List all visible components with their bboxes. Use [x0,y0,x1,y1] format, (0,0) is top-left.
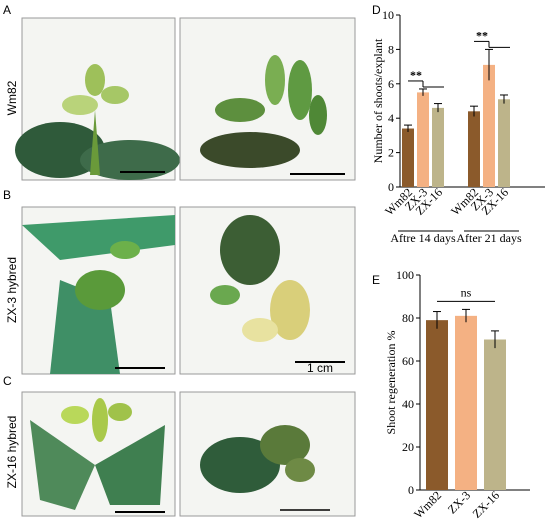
bar [468,111,480,187]
significance: ns [461,285,472,299]
panel-label: C [3,374,12,388]
row-label: ZX-3 hybred [5,257,19,323]
bar [483,64,495,187]
row-label: Wm82 [5,80,19,115]
bar [426,320,448,490]
panel-label: B [3,188,11,202]
y-tick-label: 2 [388,146,394,160]
photo [15,17,180,181]
y-axis-label: Number of shoots/explant [371,38,385,163]
y-tick-label: 0 [408,483,414,497]
y-tick-label: 20 [402,440,414,454]
photo [21,206,176,375]
panel-label: E [372,273,380,287]
y-tick-label: 40 [402,397,414,411]
x-tick-label: ZX-3 [445,488,473,516]
panel-label: D [372,3,381,17]
bar [484,339,506,490]
photo [179,391,356,517]
photo: 1 cm [179,206,356,375]
photo [179,17,356,181]
panel-label: A [3,3,11,17]
bar [455,315,477,490]
x-tick-label: Wm82 [411,488,444,521]
y-tick-label: 60 [402,354,414,368]
group-label: After 21 days [456,231,522,245]
y-tick-label: 8 [388,42,394,56]
y-tick-label: 100 [396,268,414,282]
scale-label: 1 cm [307,361,333,375]
x-tick-label: ZX-16 [470,488,503,521]
y-tick-label: 10 [382,8,394,22]
group-label: Aftre 14 days [390,231,456,245]
significance: ** [410,68,422,82]
y-tick-label: 4 [388,111,394,125]
row-label: ZX-16 hybred [5,416,19,489]
y-tick-label: 0 [388,180,394,194]
bar [402,128,414,187]
bar [432,107,444,187]
y-tick-label: 6 [388,77,394,91]
bar [417,92,429,187]
significance: ** [476,28,488,42]
y-axis-label: Shoot regeneration % [384,331,398,435]
photo [21,391,176,517]
bar [498,99,510,187]
y-tick-label: 80 [402,311,414,325]
